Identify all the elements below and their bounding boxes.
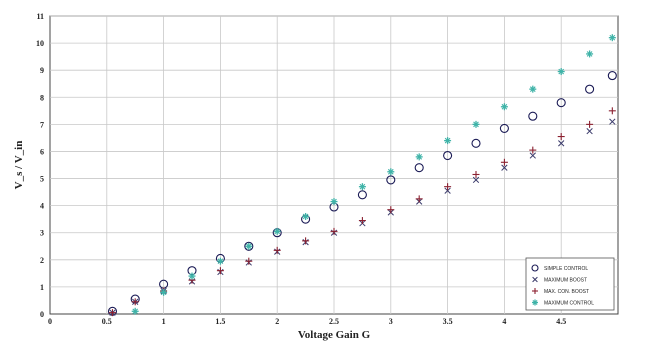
data-point <box>557 68 565 76</box>
legend-box <box>525 257 615 311</box>
data-point <box>609 118 616 125</box>
data-point <box>387 206 395 214</box>
y-tick-label: 7 <box>40 120 44 129</box>
data-point <box>558 140 565 147</box>
data-point <box>358 217 366 225</box>
data-point <box>415 153 423 161</box>
data-point <box>528 111 538 121</box>
y-tick-label: 5 <box>40 175 44 184</box>
y-axis-ticks: 0 1 2 3 4 5 6 7 8 9 10 11 <box>36 12 44 319</box>
data-point <box>529 146 537 154</box>
data-point <box>414 163 424 173</box>
data-point <box>444 183 452 191</box>
data-point <box>443 150 453 161</box>
data-point <box>501 164 508 171</box>
data-point <box>472 170 480 178</box>
y-tick-label: 8 <box>40 93 44 102</box>
x-tick-label: 3.5 <box>443 317 453 326</box>
x-tick-label: 2.5 <box>329 317 339 326</box>
data-point <box>586 127 593 135</box>
data-point <box>532 299 538 306</box>
data-point <box>216 267 224 275</box>
data-point <box>608 107 616 115</box>
data-point <box>472 176 480 184</box>
x-tick-label: 4 <box>502 317 506 326</box>
legend-item: MAXIMUM CONTROL <box>532 299 594 307</box>
data-point <box>532 276 538 283</box>
x-tick-label: 0.5 <box>102 317 112 326</box>
grid-lines <box>50 15 618 314</box>
data-point <box>273 246 281 254</box>
data-point <box>330 198 338 206</box>
data-point <box>387 168 395 176</box>
data-point <box>532 288 538 294</box>
data-point <box>244 241 254 251</box>
data-point <box>131 298 139 306</box>
data-point <box>386 175 396 185</box>
data-point <box>531 264 539 272</box>
data-point <box>608 34 616 42</box>
legend-label: MAX. CON. BOOST <box>544 289 589 295</box>
data-point <box>131 307 139 315</box>
data-point <box>444 187 451 194</box>
y-tick-label: 10 <box>36 39 44 48</box>
y-tick-label: 11 <box>36 12 44 21</box>
data-point <box>529 85 537 93</box>
legend-label: SIMPLE CONTROL <box>544 266 588 272</box>
data-point <box>273 227 281 235</box>
data-point <box>330 227 338 235</box>
data-point <box>444 137 452 145</box>
data-point <box>108 309 116 317</box>
data-point <box>499 123 509 133</box>
y-tick-label: 0 <box>40 310 44 319</box>
x-tick-label: 4.5 <box>556 317 566 326</box>
y-tick-label: 6 <box>40 147 44 156</box>
y-tick-label: 2 <box>40 256 44 265</box>
data-point <box>357 190 367 200</box>
data-point <box>472 120 480 128</box>
legend-label: MAXIMUM BOOST <box>544 278 587 284</box>
data-point <box>415 195 423 203</box>
legend-item: SIMPLE CONTROL <box>531 264 588 272</box>
data-point <box>245 257 253 265</box>
data-point <box>586 120 594 128</box>
data-point <box>556 98 566 108</box>
y-tick-label: 3 <box>40 229 44 238</box>
data-point <box>245 242 253 250</box>
y-axis-label: V_s / V_in <box>13 141 25 190</box>
x-axis-label: Voltage Gain G <box>298 329 371 341</box>
x-tick-label: 2 <box>275 317 279 326</box>
legend-label: MAXIMUM CONTROL <box>544 301 594 307</box>
data-point <box>358 183 366 191</box>
data-point <box>500 158 508 166</box>
legend-item: MAX. CON. BOOST <box>532 288 589 295</box>
x-tick-label: 1.5 <box>215 317 225 326</box>
data-point <box>216 257 224 265</box>
y-tick-label: 4 <box>40 202 44 211</box>
x-axis-ticks: 0 0.5 1 1.5 2 2.5 3 3.5 4 4.5 <box>48 317 566 326</box>
data-point <box>529 152 536 159</box>
x-tick-label: 1 <box>162 317 166 326</box>
data-point <box>607 71 617 81</box>
data-point <box>500 103 508 111</box>
data-point <box>160 288 168 296</box>
y-tick-label: 9 <box>40 66 44 75</box>
data-point <box>302 212 310 220</box>
data-point <box>302 237 310 245</box>
y-tick-label: 1 <box>40 283 44 292</box>
data-point <box>188 272 196 280</box>
legend: SIMPLE CONTROL MAXIMUM BOOST MAX. CON. BOO… <box>525 257 615 311</box>
data-point <box>585 84 595 94</box>
data-point <box>471 138 481 148</box>
legend-item: MAXIMUM BOOST <box>532 276 587 284</box>
data-point <box>557 133 565 141</box>
data-points <box>107 34 617 317</box>
x-tick-label: 0 <box>48 317 52 326</box>
x-tick-label: 3 <box>389 317 393 326</box>
data-point <box>586 50 594 58</box>
